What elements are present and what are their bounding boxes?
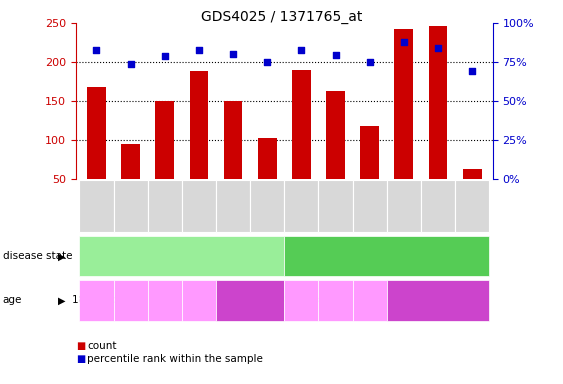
Bar <box>190 71 208 179</box>
Text: GSM317232: GSM317232 <box>194 183 203 230</box>
Point <box>229 51 238 57</box>
Text: 22 weeks: 22 weeks <box>413 295 463 306</box>
Text: 18 weeks: 18 weeks <box>276 295 326 306</box>
Bar <box>292 70 311 179</box>
Text: GSM317237: GSM317237 <box>468 183 477 230</box>
Text: GSM317233: GSM317233 <box>434 183 443 230</box>
Text: GSM317267: GSM317267 <box>126 183 135 230</box>
Text: 18 weeks: 18 weeks <box>72 295 121 306</box>
Text: age: age <box>3 295 22 306</box>
Point <box>263 59 272 65</box>
Bar <box>360 126 379 179</box>
Point <box>297 47 306 53</box>
Text: 19
weeks: 19 weeks <box>115 290 146 311</box>
Text: GSM317264: GSM317264 <box>331 183 340 230</box>
Bar <box>395 29 413 179</box>
Text: GSM317235: GSM317235 <box>92 183 101 230</box>
Text: 19
weeks: 19 weeks <box>320 290 351 311</box>
Bar <box>224 101 243 179</box>
Text: GSM317265: GSM317265 <box>160 183 169 230</box>
Text: GSM317177: GSM317177 <box>399 183 408 230</box>
Text: 20
weeks: 20 weeks <box>354 290 385 311</box>
Text: GSM317266: GSM317266 <box>365 183 374 230</box>
Bar <box>87 87 106 179</box>
Text: streptozotocin-induced diabetes: streptozotocin-induced diabetes <box>97 251 266 262</box>
Text: disease state: disease state <box>3 251 72 262</box>
Text: GSM317234: GSM317234 <box>297 183 306 230</box>
Text: ▶: ▶ <box>57 251 65 262</box>
Point <box>331 52 340 58</box>
Text: count: count <box>87 341 117 351</box>
Bar <box>326 91 345 179</box>
Text: 20
weeks: 20 weeks <box>149 290 180 311</box>
Bar <box>463 169 481 179</box>
Bar <box>121 144 140 179</box>
Text: GDS4025 / 1371765_at: GDS4025 / 1371765_at <box>201 10 362 23</box>
Point <box>365 59 374 65</box>
Point <box>160 53 169 59</box>
Text: control: control <box>369 251 405 262</box>
Point <box>126 61 135 67</box>
Point <box>399 40 408 46</box>
Text: 22
weeks: 22 weeks <box>184 290 215 311</box>
Text: percentile rank within the sample: percentile rank within the sample <box>87 354 263 364</box>
Point <box>92 47 101 53</box>
Text: GSM317231: GSM317231 <box>229 183 238 230</box>
Bar <box>258 138 276 179</box>
Bar <box>428 26 448 179</box>
Text: ▶: ▶ <box>57 295 65 306</box>
Text: ■: ■ <box>76 341 85 351</box>
Bar <box>155 101 174 179</box>
Point <box>434 45 443 51</box>
Point <box>194 47 203 53</box>
Text: GSM317236: GSM317236 <box>263 183 272 230</box>
Text: ■: ■ <box>76 354 85 364</box>
Text: 26
weeks: 26 weeks <box>235 290 266 311</box>
Point <box>468 68 477 74</box>
